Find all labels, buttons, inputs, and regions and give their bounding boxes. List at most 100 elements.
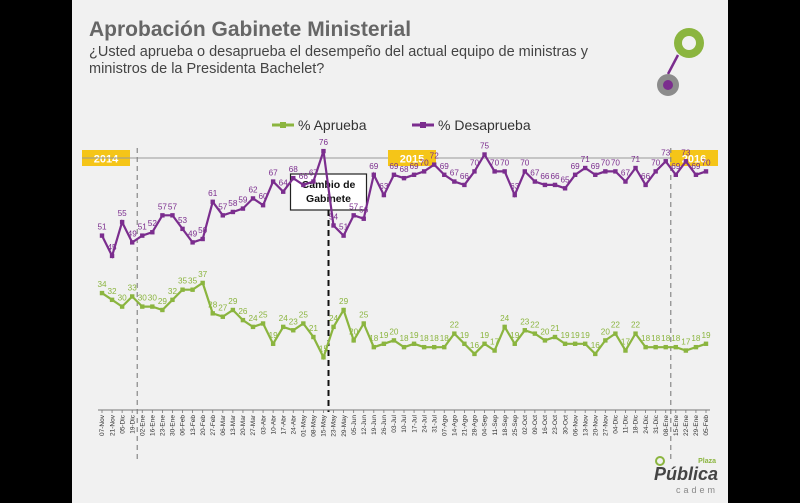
x-tick-label: 10-Abr — [270, 414, 277, 434]
data-point — [643, 182, 648, 188]
logo-tag: Plaza — [698, 458, 716, 465]
data-label: 69 — [591, 162, 601, 171]
data-point — [593, 351, 598, 357]
data-point — [421, 169, 427, 174]
data-label: 69 — [369, 162, 379, 171]
data-point — [200, 236, 205, 242]
data-point — [401, 344, 407, 350]
data-label: 58 — [228, 199, 238, 208]
data-point — [562, 186, 568, 191]
data-label: 18 — [430, 334, 440, 343]
data-point — [119, 219, 125, 225]
data-label: 32 — [168, 287, 178, 296]
data-label: 35 — [178, 277, 188, 286]
data-label: 57 — [218, 202, 228, 211]
data-point — [341, 233, 346, 238]
data-point — [281, 189, 286, 194]
data-point — [683, 159, 689, 164]
data-point — [381, 341, 387, 346]
data-point — [371, 344, 376, 350]
data-label: 69 — [410, 162, 420, 171]
data-point — [140, 233, 145, 238]
data-label: 30 — [118, 294, 128, 303]
data-label: 75 — [480, 142, 490, 151]
data-point — [130, 294, 135, 299]
data-point — [109, 297, 115, 303]
data-point — [220, 314, 225, 319]
data-label: 50 — [198, 226, 208, 235]
data-label: 72 — [430, 152, 440, 161]
data-point — [522, 328, 527, 333]
data-label: 70 — [701, 158, 711, 167]
logo-connector — [666, 54, 680, 75]
data-label: 66 — [550, 172, 560, 181]
data-point — [321, 355, 326, 360]
data-label: 65 — [561, 175, 571, 184]
data-label: 73 — [681, 148, 691, 157]
data-point — [180, 287, 185, 292]
data-label: 70 — [611, 158, 621, 167]
data-label: 56 — [359, 206, 369, 215]
data-point — [250, 324, 256, 330]
data-label: 18 — [691, 334, 701, 343]
legend-aprueba-marker — [280, 122, 286, 128]
data-label: 29 — [228, 297, 238, 306]
data-point — [613, 169, 618, 174]
legend-desaprueba-label: % Desaprueba — [438, 117, 531, 133]
data-label: 23 — [289, 317, 299, 326]
data-point — [301, 182, 306, 188]
x-tick-label: 08-Ene — [663, 415, 670, 436]
data-label: 69 — [691, 162, 701, 171]
data-label: 76 — [319, 138, 329, 147]
x-tick-label: 03-Jul — [391, 414, 398, 432]
data-label: 70 — [601, 158, 611, 167]
data-point — [411, 341, 417, 346]
data-label: 60 — [259, 192, 269, 201]
data-label: 25 — [259, 311, 269, 320]
data-point — [170, 297, 175, 303]
data-label: 68 — [399, 165, 409, 174]
data-label: 67 — [621, 169, 631, 178]
year-badge-2015 — [388, 150, 436, 166]
data-label: 21 — [309, 324, 319, 333]
data-label: 18 — [399, 334, 409, 343]
data-point — [583, 341, 588, 346]
data-point — [653, 344, 658, 350]
data-point — [240, 317, 246, 323]
data-label: 67 — [269, 169, 279, 178]
x-tick-label: 17-Jul — [411, 414, 418, 432]
data-point — [200, 280, 205, 286]
data-point — [301, 321, 306, 326]
data-label: 62 — [248, 185, 258, 194]
data-point — [321, 148, 326, 154]
data-label: 20 — [540, 327, 550, 336]
data-label: 27 — [218, 304, 228, 313]
x-tick-label: 20-Feb — [200, 415, 207, 436]
x-tick-label: 30-Ene — [170, 415, 177, 436]
x-tick-label: 17-Abr — [280, 414, 287, 434]
data-point — [270, 341, 276, 346]
data-label: 51 — [138, 223, 148, 232]
data-point — [391, 172, 397, 177]
x-tick-label: 11-Dic — [623, 414, 630, 433]
data-point — [401, 175, 407, 181]
logo-sub-text: cadem — [675, 485, 718, 495]
data-label: 19 — [460, 331, 470, 340]
data-label: 54 — [329, 212, 339, 221]
data-point — [150, 230, 155, 235]
data-point — [351, 213, 356, 218]
data-label: 66 — [540, 172, 550, 181]
annotation-line-2: Gabinete — [306, 193, 351, 205]
logo-green-ring-hole — [682, 36, 696, 50]
x-tick-label: 27-Feb — [210, 415, 217, 436]
data-point — [190, 287, 195, 292]
data-point — [260, 203, 266, 208]
x-tick-label: 05-Dic — [119, 414, 126, 434]
data-label: 18 — [420, 334, 430, 343]
data-label: 55 — [118, 209, 128, 218]
data-point — [603, 169, 608, 174]
data-label: 19 — [379, 331, 389, 340]
data-point — [442, 344, 447, 350]
data-label: 70 — [500, 158, 510, 167]
data-point — [361, 321, 366, 326]
